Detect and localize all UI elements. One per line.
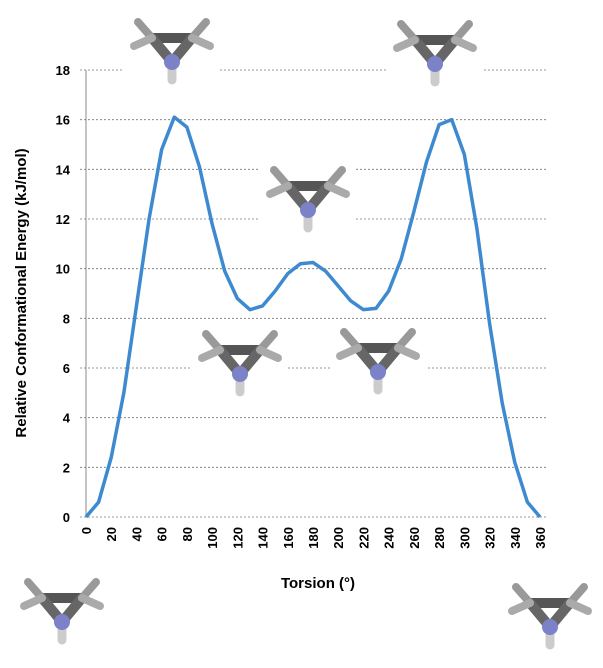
x-tick-label: 20 — [104, 527, 119, 541]
molecule — [387, 12, 483, 92]
x-tick-label: 220 — [356, 527, 371, 549]
x-tick-label: 340 — [508, 527, 523, 549]
grid — [80, 69, 546, 518]
y-tick-label: 0 — [63, 510, 70, 525]
molecule-images — [14, 10, 598, 655]
x-tick-label: 80 — [180, 527, 195, 541]
x-tick-label: 360 — [533, 527, 548, 549]
x-tick-label: 200 — [331, 527, 346, 549]
x-tick-label: 60 — [155, 527, 170, 541]
y-tick-label: 14 — [56, 162, 71, 177]
x-tick-label: 100 — [205, 527, 220, 549]
y-tick-label: 2 — [63, 460, 70, 475]
y-tick-label: 18 — [56, 63, 70, 78]
y-tick-label: 8 — [63, 311, 70, 326]
data-line — [84, 115, 542, 519]
x-tick-label: 140 — [256, 527, 271, 549]
y-tick-label: 4 — [63, 411, 71, 426]
molecule — [502, 575, 598, 655]
x-tick-label: 280 — [432, 527, 447, 549]
y-tick-label: 16 — [56, 113, 70, 128]
molecule — [192, 322, 288, 402]
molecule — [260, 158, 356, 238]
x-tick-label: 180 — [306, 527, 321, 549]
x-tick-label: 240 — [382, 527, 397, 549]
x-tick-label: 0 — [79, 527, 94, 534]
y-axis-label: Relative Conformational Energy (kJ/mol) — [13, 148, 30, 437]
molecule — [330, 320, 426, 400]
y-tick-label: 6 — [63, 361, 70, 376]
x-tick-label: 160 — [281, 527, 296, 549]
molecule — [124, 10, 220, 90]
x-tick-label: 40 — [129, 527, 144, 541]
x-axis-label: Torsion (°) — [281, 575, 355, 592]
y-tick-label: 12 — [56, 212, 70, 227]
molecule — [14, 570, 110, 650]
x-tick-label: 320 — [483, 527, 498, 549]
x-tick-label: 260 — [407, 527, 422, 549]
y-tick-label: 10 — [56, 262, 70, 277]
x-tick-label: 300 — [457, 527, 472, 549]
x-tick-label: 120 — [230, 527, 245, 549]
